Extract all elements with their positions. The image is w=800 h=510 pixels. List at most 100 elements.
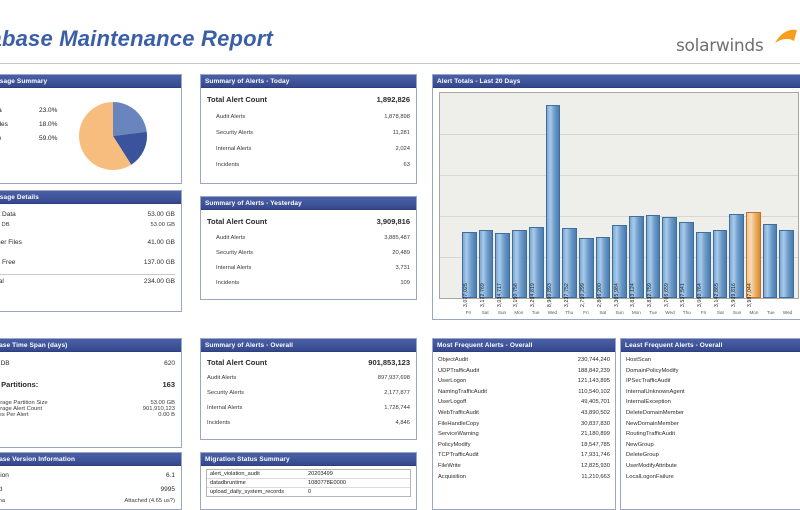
chart-bar: 2,806,200 <box>595 237 611 307</box>
usage-pie-chart <box>79 102 147 170</box>
alert-name: DeleteDomainMember <box>626 409 684 416</box>
alert-name: RoutingTrafficAudit <box>626 431 675 438</box>
row-value: 163 <box>162 380 175 389</box>
row-value: 109 <box>400 280 410 286</box>
alert-row: Internal Alerts 2,024 <box>207 146 410 152</box>
alert-name: ObjectAudit <box>438 357 468 363</box>
alert-row: Audit Alerts 1,878,898 <box>207 114 410 120</box>
table-row: datadbruntime 1080778E0000 <box>207 479 410 488</box>
row-value: 0.00 B <box>158 412 175 418</box>
alert-row: Incidents 63 <box>207 162 410 168</box>
list-item: UserLogon 121,143,895 <box>438 376 610 387</box>
chart-bar: 8,960,893 <box>545 104 561 307</box>
panel-title-alerts-yesterday: Summary of Alerts - Yesterday <box>201 197 416 210</box>
panel-least-frequent: Least Frequent Alerts - Overall HostScan… <box>620 338 800 510</box>
alert-count: 110,540,102 <box>578 388 610 395</box>
panel-alerts-yesterday: Summary of Alerts - Yesterday Total Aler… <box>200 196 417 300</box>
db-version-row: sion 6.1 <box>0 472 175 479</box>
row-label: it Data <box>0 211 16 218</box>
bar-data-label: 3,987,044 <box>747 282 754 308</box>
table-cell: alert_violation_audit <box>210 471 260 477</box>
alert-name: ServiceWarning <box>438 431 479 438</box>
usage-summary-body: it Data 23.0% her Files 18.0% k Free 59.… <box>0 88 181 180</box>
row-label: Incidents <box>216 280 240 286</box>
panel-title-chart: Alert Totals - Last 20 Days <box>433 75 800 88</box>
chart-bar <box>762 224 778 298</box>
total-divider <box>0 274 175 275</box>
usage-total-row: tal 234.00 GB <box>0 278 175 285</box>
table-cell: 1080778E0000 <box>308 480 346 486</box>
list-item: FileWrite 12,825,930 <box>438 461 610 472</box>
x-tick-label: Tue <box>766 310 775 315</box>
row-label: Internal Alerts <box>207 405 243 411</box>
list-item: UserLogoff 49,405,701 <box>438 397 610 408</box>
row-label: Incidents <box>216 162 240 168</box>
row-value: 41.00 GB <box>147 239 175 246</box>
alert-name: TCPTrafficAudit <box>438 452 479 459</box>
row-value: 9995 <box>160 486 175 493</box>
row-value: 2,177,877 <box>384 390 410 396</box>
total-alert-row: Total Alert Count 901,853,123 <box>207 358 410 367</box>
alerts-today-body: Total Alert Count 1,892,826 Audit Alerts… <box>201 88 416 170</box>
row-value: 620 <box>164 360 175 367</box>
x-tick-label: Sun <box>733 310 742 315</box>
alerts-yesterday-body: Total Alert Count 3,909,816 Audit Alerts… <box>201 210 416 288</box>
row-value: 3,909,816 <box>376 217 410 226</box>
x-tick-label: Fri <box>700 310 707 315</box>
partitions-row: l Partitions: 163 <box>0 380 175 389</box>
table-row: upload_daily_system_records 0 <box>207 488 410 496</box>
alert-row: Incidents 109 <box>207 280 410 286</box>
row-value: 53.00 GB <box>147 211 175 218</box>
chart-area: 3,077,025 3,172,769 3,034,717 3,150,756 3,29… <box>433 88 800 319</box>
x-tick-label: Mon <box>749 310 759 315</box>
row-value: 20,489 <box>392 250 410 256</box>
bar-data-label: 3,237,752 <box>563 282 570 308</box>
chart-bar: 3,832,759 <box>645 215 661 307</box>
chart-x-axis: Fri Sat Sun Mon Tue Wed Thu Fri Sat Sun Mon Tue Wed T… <box>461 310 795 315</box>
legend-value: 18.0% <box>39 121 58 128</box>
row-value: Attached (4.65 us?) <box>124 498 175 504</box>
panel-title-least-frequent: Least Frequent Alerts - Overall <box>621 339 800 352</box>
x-tick-label: Mon <box>514 310 524 315</box>
swoosh-icon <box>775 29 797 43</box>
chart-bar: 2,790,299 <box>578 237 594 307</box>
alert-name: LocalLogonFailure <box>626 473 674 480</box>
pie-slice <box>113 102 147 136</box>
report-header: tabase Maintenance Report m solarwinds <box>0 0 800 66</box>
alert-count: 121,143,895 <box>577 378 610 385</box>
x-tick-label: Sun <box>615 310 624 315</box>
pie-slice <box>113 131 147 165</box>
row-value: 897,937,698 <box>377 375 410 381</box>
least-frequent-list: HostScan DomainPolicyModify IPSecTrafficAu… <box>626 355 800 482</box>
chart-bar: 3,172,769 <box>478 229 494 307</box>
table-row: alert_violation_audit 20203499 <box>207 470 410 479</box>
alert-name: FileWrite <box>438 462 461 469</box>
usage-row: it Data 53.00 GB <box>0 211 175 218</box>
row-value: 63 <box>403 162 410 168</box>
list-item: WebTrafficAudit 43,890,502 <box>438 408 610 419</box>
row-label: Incidents <box>207 420 231 426</box>
chart-bars: 3,077,025 3,172,769 3,034,717 3,150,756 3,29… <box>462 93 795 307</box>
chart-bar: 3,987,044 <box>745 211 761 307</box>
alert-count: 49,405,701 <box>580 399 610 406</box>
bar-data-label: 3,142,865 <box>713 282 720 308</box>
bar-data-label: 3,832,759 <box>647 282 654 308</box>
row-label: Security Alerts <box>207 390 245 396</box>
row-value: 901,853,123 <box>368 358 410 367</box>
x-tick-label: Tue <box>649 310 658 315</box>
least-frequent-body: HostScan DomainPolicyModify IPSecTrafficAu… <box>621 352 800 485</box>
row-label: Total Alert Count <box>207 358 267 367</box>
chart-bar: 3,365,984 <box>612 225 628 307</box>
panel-title-usage-summary: Usage Summary <box>0 75 181 88</box>
row-value: 1,892,826 <box>376 95 410 104</box>
alert-row: Security Alerts 2,177,877 <box>207 390 410 396</box>
chart-bar: 3,294,819 <box>528 226 544 307</box>
chart-bar: 3,766,659 <box>662 216 678 307</box>
list-item: HostScan <box>626 355 800 366</box>
x-tick-label: Sat <box>481 310 489 315</box>
list-item: FileHandleCopy 30,837,830 <box>438 419 610 430</box>
x-tick-label: Mon <box>631 310 641 315</box>
time-span-subrow: tes Per Alert 0.00 B <box>0 412 175 418</box>
legend-label: k Free <box>0 132 29 146</box>
alert-row: Security Alerts 11,281 <box>207 130 410 136</box>
